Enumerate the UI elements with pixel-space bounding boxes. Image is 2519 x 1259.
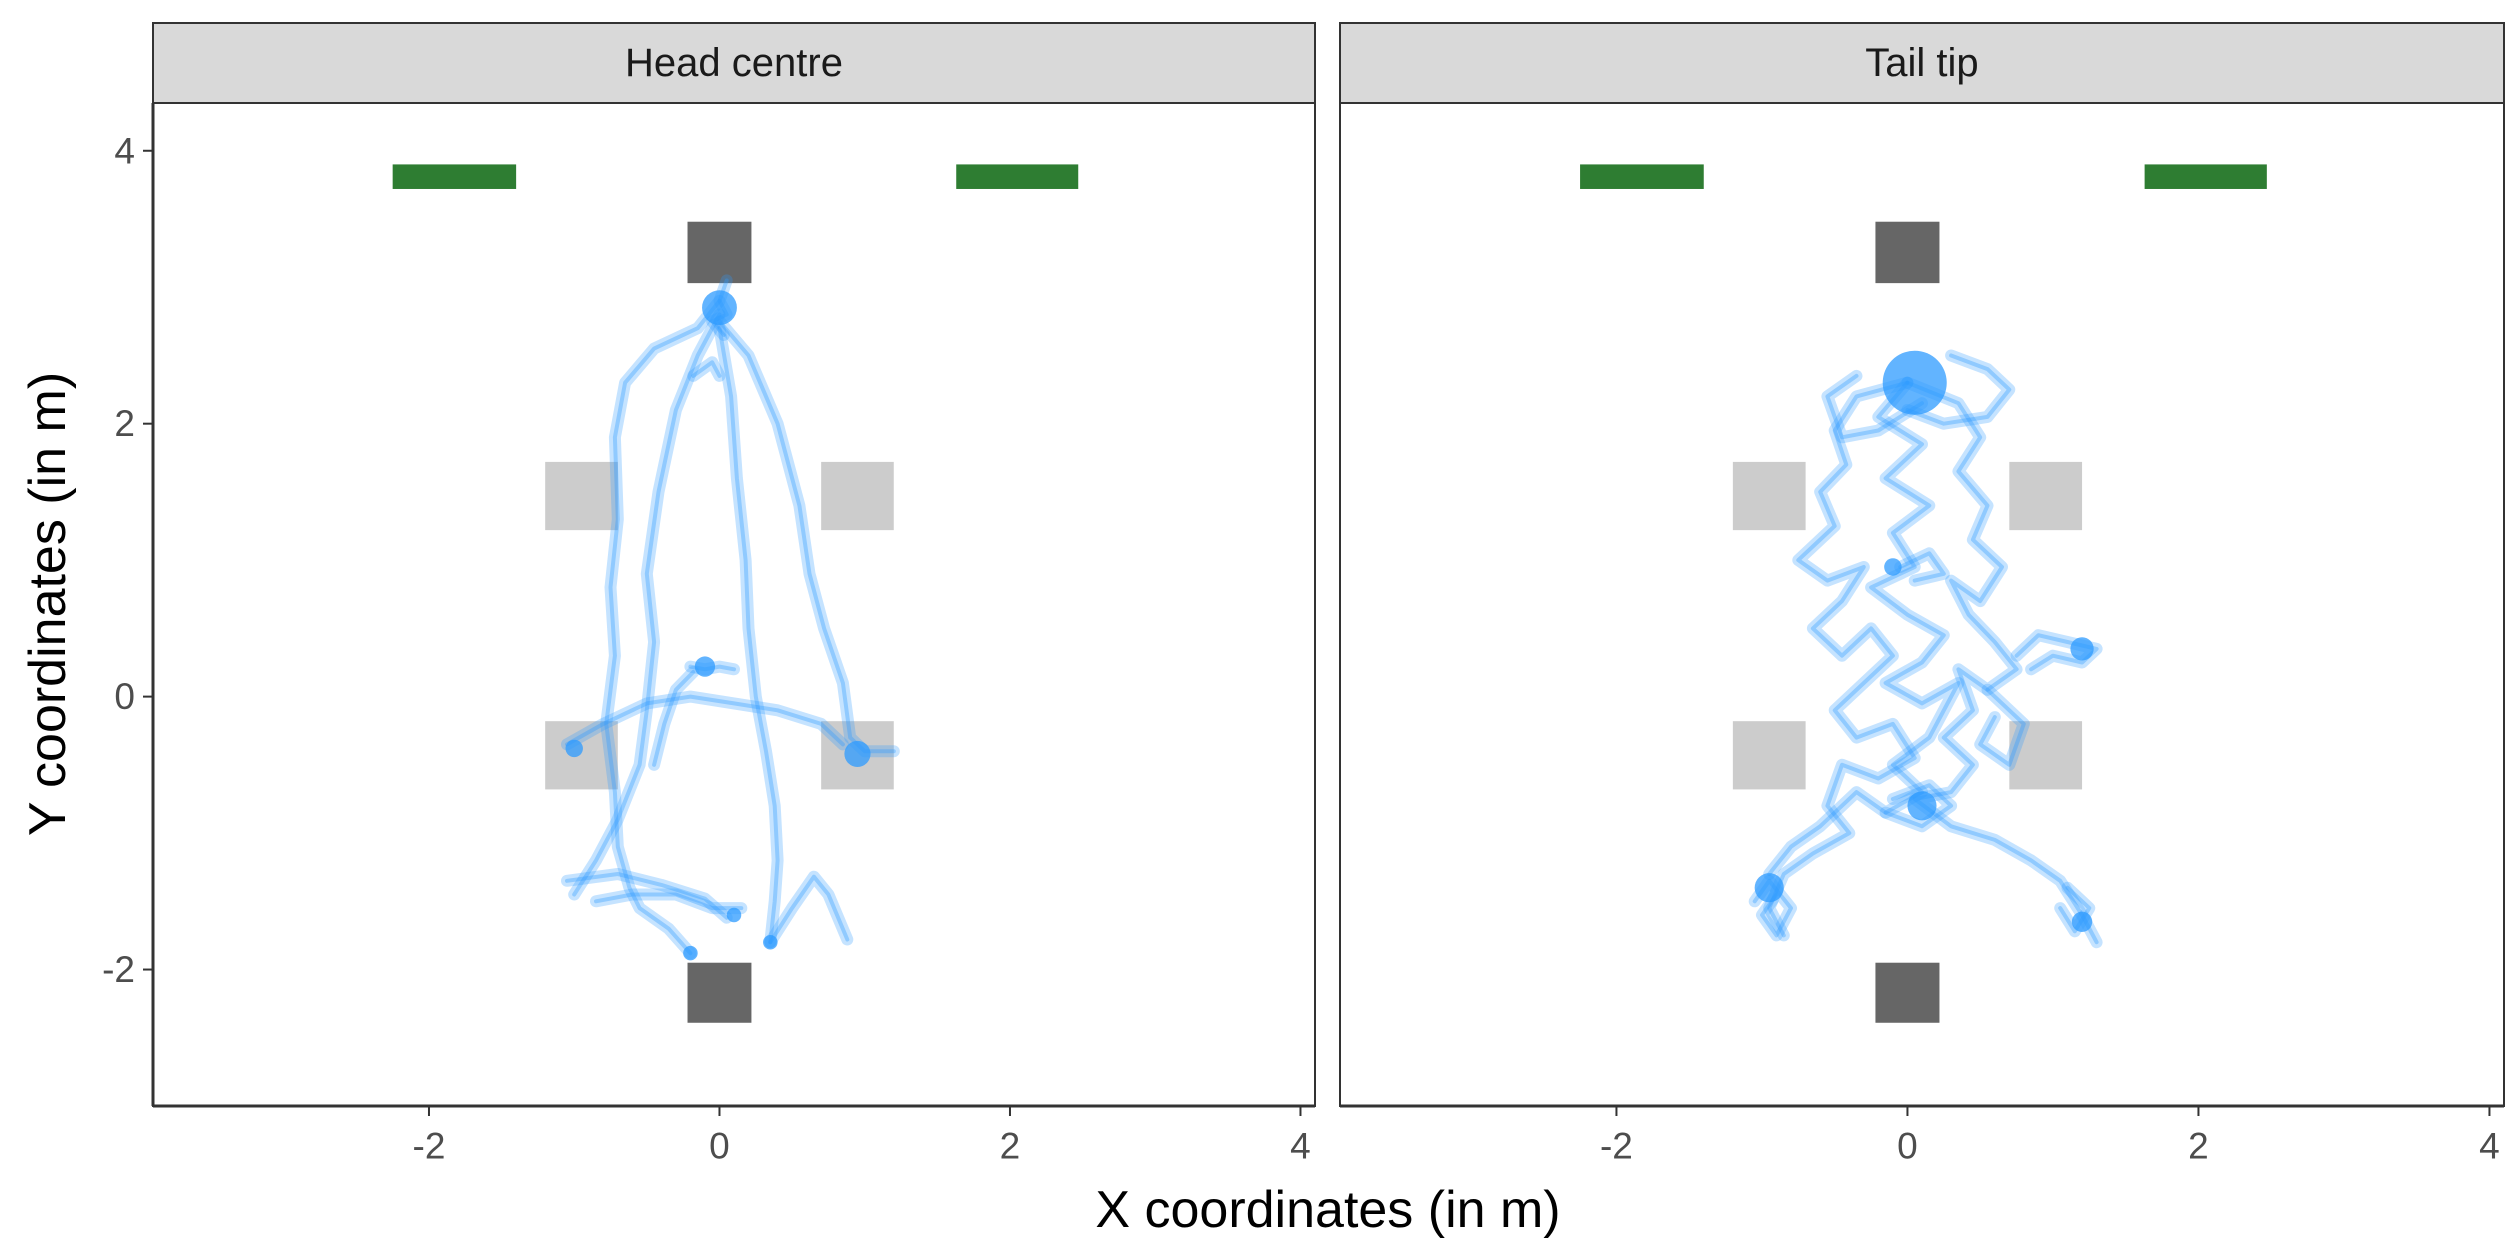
point-cluster-3 <box>565 739 583 758</box>
point-cluster-2 <box>1884 558 1902 576</box>
track-core-8 <box>594 892 744 911</box>
plot-area-head-centre <box>392 164 1079 1023</box>
track-core-6 <box>652 670 696 767</box>
y-tick-label: 0 <box>114 676 135 717</box>
point-cluster-3 <box>2070 637 2094 661</box>
track-4 <box>1901 349 2016 430</box>
track-core-3 <box>717 326 780 945</box>
dark-box-1 <box>687 221 752 284</box>
green-bar-2 <box>2144 164 2267 189</box>
track-5 <box>1821 369 1928 444</box>
y-axis: -2 0 2 4 <box>102 103 155 1106</box>
point-cluster-5 <box>1754 873 1784 903</box>
light-box-1 <box>1732 461 1806 531</box>
light-box-3 <box>1732 721 1806 790</box>
point-cluster-1 <box>1882 350 1947 415</box>
light-box-4 <box>2009 721 2083 790</box>
x-tick-label: -2 <box>413 1126 446 1167</box>
track-5 <box>561 690 849 751</box>
track-6 <box>648 666 700 771</box>
track-core-9 <box>565 872 729 920</box>
track-12 <box>687 356 726 382</box>
x-tick-label: 4 <box>2479 1126 2500 1167</box>
track-3 <box>713 322 784 949</box>
green-bar-2 <box>956 164 1079 189</box>
track-core-6 <box>2014 633 2099 672</box>
point-cluster-7 <box>726 907 742 923</box>
track-core-4 <box>1905 353 2012 426</box>
track-core-11 <box>1883 783 1954 829</box>
track-core-12 <box>691 360 722 378</box>
track-core-3 <box>1767 380 1961 876</box>
track-core-1 <box>1767 380 1917 938</box>
track-2 <box>1901 376 2103 949</box>
light-box-1 <box>545 461 618 531</box>
panel-tail-tip: Tail tip <box>1339 22 2505 1107</box>
x-tick-label: 0 <box>709 1126 730 1167</box>
y-tick-label: 4 <box>114 130 135 171</box>
track-3 <box>1763 376 1965 880</box>
plot-area-tail-tip <box>1580 164 2267 1023</box>
track-8 <box>1894 547 1950 587</box>
point-cluster-6 <box>2071 911 2093 932</box>
track-6 <box>2010 629 2103 676</box>
x-tick-label: 4 <box>1290 1126 1311 1167</box>
track-core-10 <box>768 874 850 945</box>
y-tick-label: 2 <box>114 403 135 444</box>
strip-head-centre <box>152 22 1316 104</box>
y-axis-title: Y coordinates (in m) <box>19 372 77 836</box>
x-tick-label: 2 <box>1000 1126 1021 1167</box>
point-cluster-2 <box>694 656 716 677</box>
point-cluster-4 <box>844 740 871 767</box>
point-cluster-5 <box>683 945 698 961</box>
x-axis-tail-tip: -2 0 2 4 <box>1340 1104 2504 1167</box>
track-10 <box>764 870 854 949</box>
track-core-5 <box>1825 373 1924 440</box>
panel-head-centre: Head centre <box>152 22 1316 1107</box>
point-cluster-4 <box>1907 791 1937 821</box>
x-axis-title: X coordinates (in m) <box>1095 1181 1560 1239</box>
track-core-2 <box>572 312 722 897</box>
x-tick-label: 0 <box>1897 1126 1918 1167</box>
y-tick-label: -2 <box>102 949 135 990</box>
track-core-7 <box>1978 687 2026 767</box>
track-11 <box>1879 779 1958 833</box>
strip-label-tail-tip: Tail tip <box>1865 41 1978 85</box>
green-bar-1 <box>392 164 517 189</box>
light-box-3 <box>545 721 618 790</box>
dark-box-1 <box>1875 221 1940 284</box>
track-9 <box>561 868 733 924</box>
track-core-1 <box>604 298 722 956</box>
track-1 <box>1763 376 1921 942</box>
track-core-8 <box>1898 551 1946 583</box>
track-core-2 <box>1905 380 2099 945</box>
point-cluster-1 <box>702 290 737 326</box>
x-tick-label: -2 <box>1600 1126 1633 1167</box>
point-cluster-6 <box>763 934 778 950</box>
track-1 <box>600 294 726 960</box>
x-axis-head-centre: -2 0 2 4 <box>153 1104 1315 1167</box>
track-2 <box>568 308 726 901</box>
x-tick-label: 2 <box>2188 1126 2209 1167</box>
light-box-2 <box>2009 461 2083 531</box>
dark-box-2 <box>1875 962 1940 1023</box>
strip-label-head-centre: Head centre <box>625 41 843 85</box>
light-box-2 <box>821 461 894 531</box>
track-8 <box>590 888 748 915</box>
track-7 <box>1974 683 2030 771</box>
track-core-5 <box>565 694 845 747</box>
dark-box-2 <box>687 962 752 1023</box>
green-bar-1 <box>1580 164 1704 189</box>
